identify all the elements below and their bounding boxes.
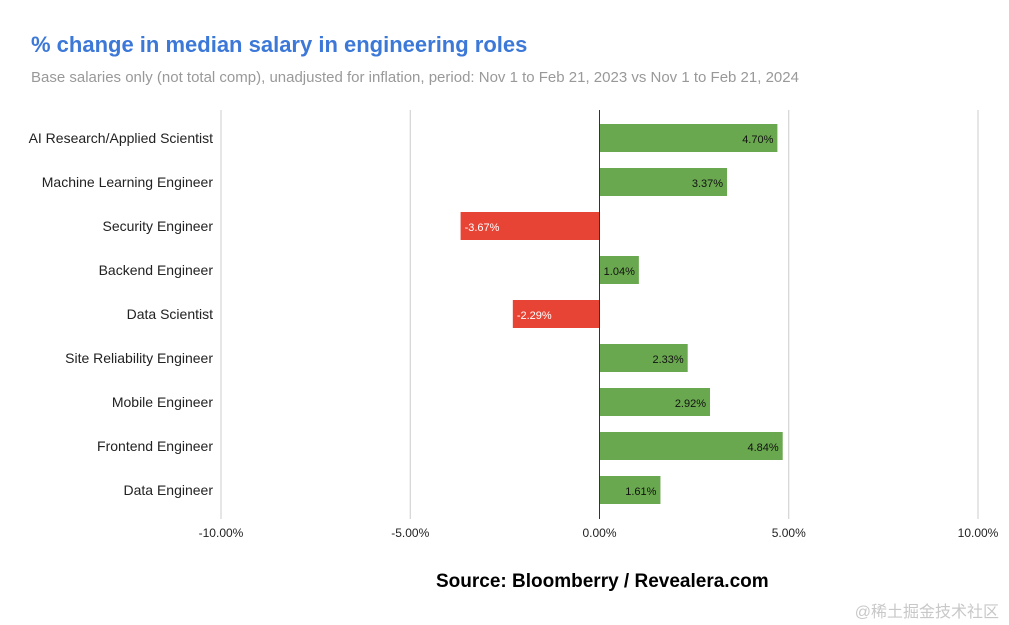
data-label: 4.84% bbox=[747, 442, 778, 454]
bar bbox=[599, 168, 728, 196]
category-label: Data Scientist bbox=[127, 306, 213, 322]
category-label: Security Engineer bbox=[102, 218, 213, 234]
category-label: Mobile Engineer bbox=[112, 394, 214, 410]
category-label: Frontend Engineer bbox=[97, 438, 213, 454]
bar bbox=[599, 476, 661, 504]
data-label: -3.67% bbox=[465, 222, 500, 234]
watermark: @稀土掘金技术社区 bbox=[854, 604, 999, 621]
bar bbox=[599, 432, 783, 460]
bar bbox=[512, 300, 600, 328]
category-label: AI Research/Applied Scientist bbox=[29, 130, 214, 146]
data-label: -2.29% bbox=[517, 310, 552, 322]
category-label: Site Reliability Engineer bbox=[65, 350, 213, 366]
bar bbox=[599, 388, 711, 416]
source-note: Source: Bloomberry / Revealera.com bbox=[436, 571, 769, 592]
category-label: Backend Engineer bbox=[99, 262, 214, 278]
data-label: 1.04% bbox=[604, 266, 635, 278]
bar bbox=[599, 344, 688, 372]
x-tick-label: -10.00% bbox=[199, 526, 244, 540]
bar bbox=[599, 124, 778, 152]
data-label: 4.70% bbox=[742, 134, 773, 146]
x-tick-label: 0.00% bbox=[582, 526, 616, 540]
category-label: Data Engineer bbox=[123, 482, 213, 498]
x-tick-label: 5.00% bbox=[772, 526, 806, 540]
data-label: 1.61% bbox=[625, 486, 656, 498]
data-label: 2.33% bbox=[652, 354, 683, 366]
chart-subtitle: Base salaries only (not total comp), una… bbox=[31, 69, 799, 86]
chart-title: % change in median salary in engineering… bbox=[31, 32, 528, 57]
bar bbox=[460, 212, 600, 240]
x-tick-label: 10.00% bbox=[958, 526, 999, 540]
data-label: 3.37% bbox=[692, 178, 723, 190]
category-label: Machine Learning Engineer bbox=[42, 174, 214, 190]
bar bbox=[599, 256, 639, 284]
x-tick-label: -5.00% bbox=[391, 526, 429, 540]
data-label: 2.92% bbox=[675, 398, 706, 410]
